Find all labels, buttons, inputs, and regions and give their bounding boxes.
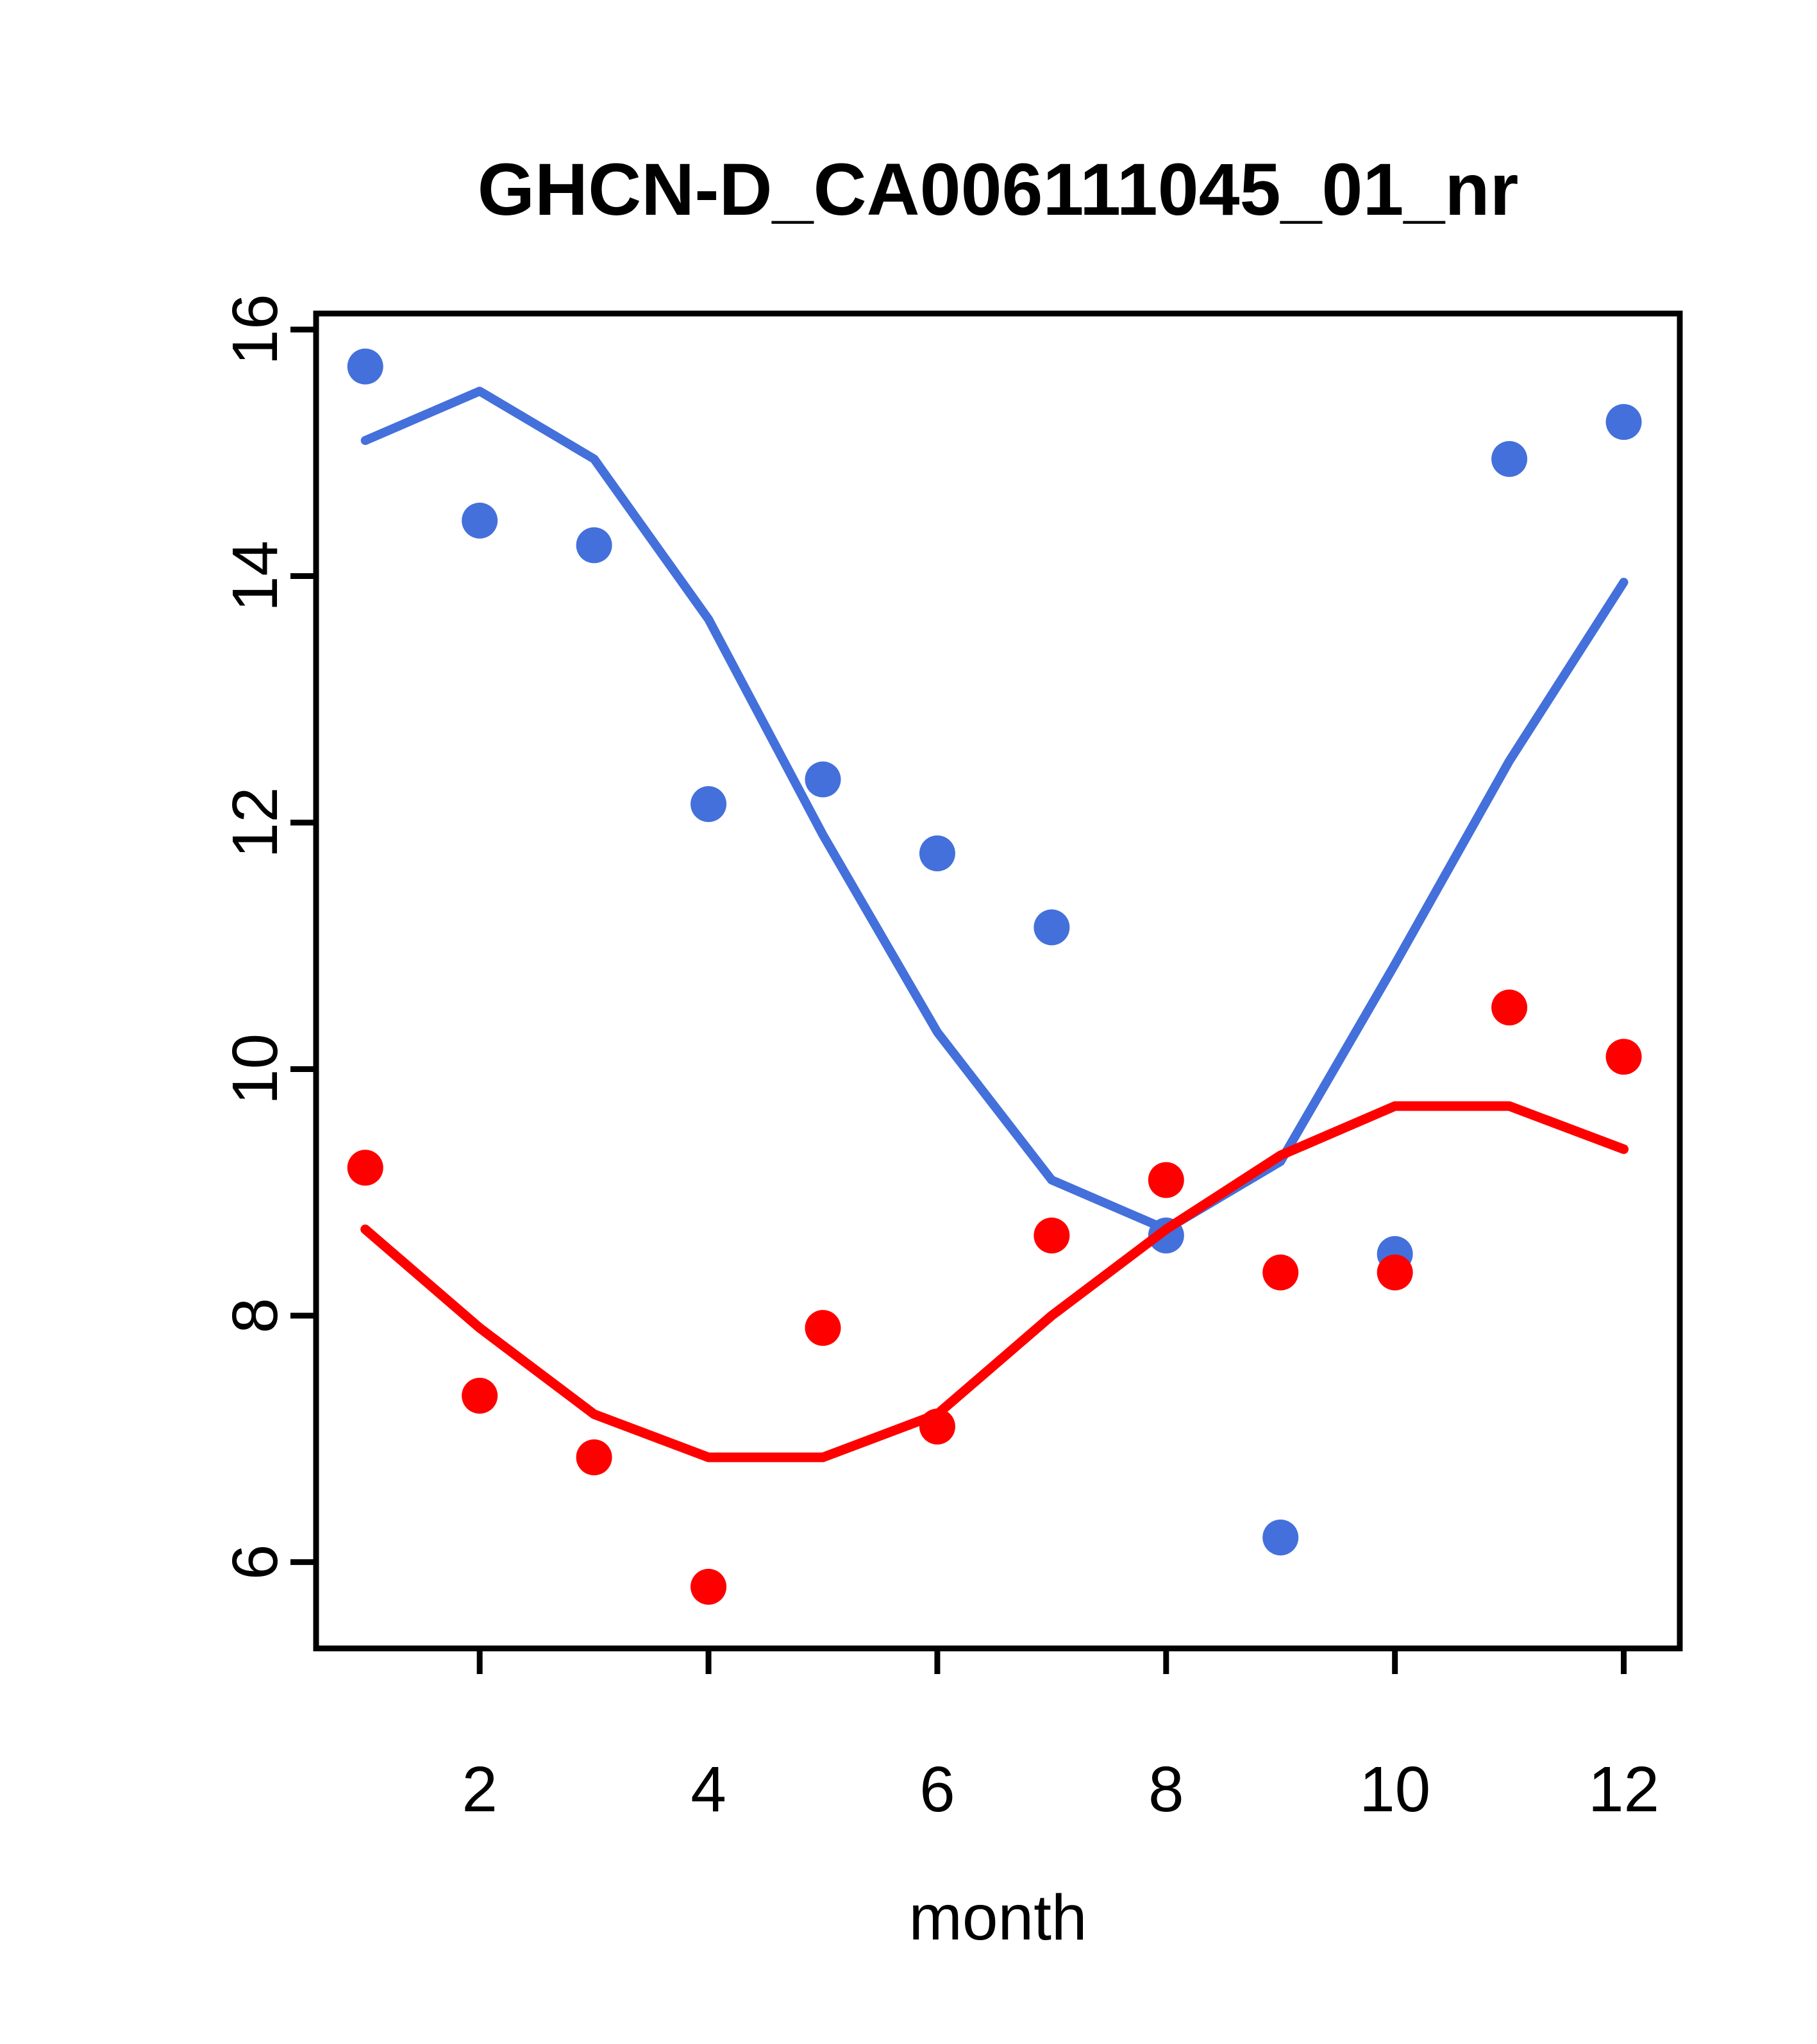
red-point	[462, 1377, 498, 1414]
blue-point	[462, 502, 498, 539]
red-point	[1605, 1039, 1642, 1075]
blue-point	[919, 835, 955, 872]
red-point	[576, 1439, 612, 1476]
red-point	[347, 1150, 383, 1186]
x-axis-label: month	[909, 1882, 1087, 1954]
blue-point	[1034, 909, 1070, 946]
red-smooth-line	[360, 1101, 1629, 1462]
y-tick-label: 12	[219, 787, 291, 858]
red-points	[347, 989, 1642, 1605]
red-point	[1262, 1254, 1299, 1291]
y-tick-label: 8	[219, 1298, 291, 1334]
plot-box	[313, 310, 1683, 1652]
x-tick-label: 8	[1148, 1754, 1184, 1825]
red-point	[1377, 1254, 1413, 1291]
y-tick-label: 10	[219, 1034, 291, 1105]
red-point	[691, 1568, 727, 1605]
red-point	[1491, 989, 1528, 1026]
red-point	[1148, 1162, 1184, 1198]
x-tick-label: 10	[1359, 1754, 1430, 1825]
y-tick-label: 16	[219, 294, 291, 365]
y-tick-label: 6	[219, 1545, 291, 1580]
x-tick-label: 4	[691, 1754, 726, 1825]
y-tick-label: 14	[219, 540, 291, 612]
blue-point	[691, 786, 727, 823]
blue-point	[1491, 440, 1528, 477]
blue-point	[805, 761, 841, 798]
blue-point	[1262, 1519, 1299, 1555]
red-point	[1034, 1217, 1070, 1253]
blue-point	[347, 348, 383, 385]
chart-title: GHCN-D_CA006111045_01_nr	[478, 149, 1519, 231]
x-tick-label: 6	[919, 1754, 955, 1825]
blue-point	[1605, 404, 1642, 440]
blue-smooth-line	[360, 387, 1629, 1234]
red-point	[805, 1310, 841, 1346]
x-tick-label: 2	[462, 1754, 498, 1825]
x-tick-label: 12	[1588, 1754, 1659, 1825]
blue-point	[576, 527, 612, 564]
